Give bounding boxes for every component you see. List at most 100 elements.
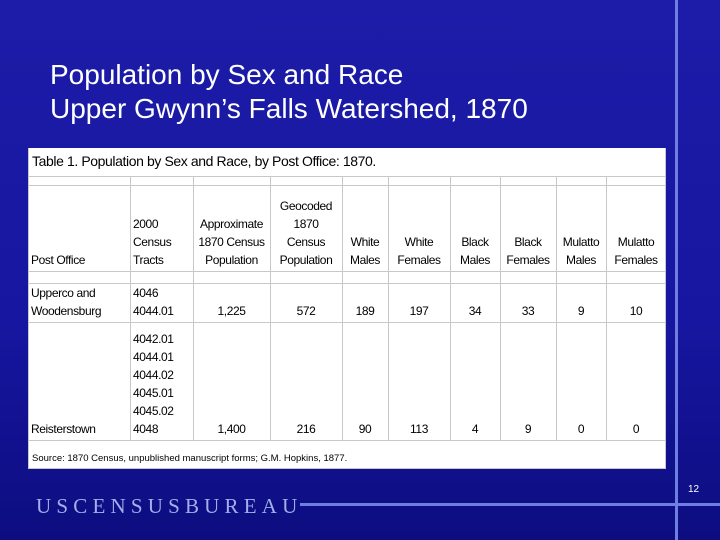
cell-line: 1,400 bbox=[217, 422, 246, 436]
grid-line bbox=[270, 176, 271, 440]
cell-line: Census bbox=[286, 235, 326, 249]
table-cell: 4 bbox=[450, 322, 500, 440]
cell-line: 1870 bbox=[293, 217, 319, 231]
cell-line: Woodensburg bbox=[31, 304, 102, 318]
cell-line: Tracts bbox=[133, 253, 164, 267]
footer-logo: USCENSUSBUREAU bbox=[36, 494, 303, 518]
cell-line: 4044.02 bbox=[133, 368, 174, 382]
cell-line: 216 bbox=[296, 422, 316, 436]
grid-line bbox=[193, 176, 194, 440]
grid-line bbox=[28, 322, 666, 323]
table-cell: 34 bbox=[450, 283, 500, 322]
cell-line: Reisterstown bbox=[31, 422, 96, 436]
cell-line: Females bbox=[397, 253, 441, 267]
grid-line bbox=[606, 176, 607, 440]
header-cell: 2000 Census Tracts bbox=[130, 185, 193, 271]
cell-line: 34 bbox=[468, 304, 482, 318]
cell-line: Population bbox=[279, 253, 333, 267]
table-title: Table 1. Population by Sex and Race, by … bbox=[32, 153, 376, 169]
cell-line: 0 bbox=[577, 422, 585, 436]
grid-line bbox=[28, 176, 666, 177]
cell-line: Approximate bbox=[200, 217, 263, 231]
slide-title: Population by Sex and Race Upper Gwynn’s… bbox=[50, 58, 528, 126]
cell-line: 572 bbox=[296, 304, 316, 318]
table-cell: 189 bbox=[342, 283, 388, 322]
cell-line: Males bbox=[565, 253, 596, 267]
cell-line: White bbox=[404, 235, 434, 249]
grid-line bbox=[450, 176, 451, 440]
title-line: Population by Sex and Race bbox=[50, 59, 404, 90]
cell-line: 9 bbox=[577, 304, 585, 318]
table-cell: 90 bbox=[342, 322, 388, 440]
cell-line: Upperco and bbox=[31, 286, 96, 300]
cell-line: Population bbox=[205, 253, 258, 267]
cell-line: Males bbox=[349, 253, 380, 267]
cell-line: 1870 Census bbox=[198, 235, 265, 249]
cell-line: Females bbox=[506, 253, 550, 267]
grid-line bbox=[388, 176, 389, 440]
decor-line bbox=[300, 503, 720, 506]
cell-line: Post Office bbox=[31, 253, 86, 267]
cell-line: 0 bbox=[632, 422, 640, 436]
header-cell: Mulatto Males bbox=[556, 185, 606, 271]
header-cell: Geocoded 1870 Census Population bbox=[270, 185, 342, 271]
header-cell: Post Office bbox=[28, 185, 130, 271]
cell-line: Black bbox=[514, 235, 542, 249]
cell-line: 1,225 bbox=[217, 304, 246, 318]
grid-line bbox=[342, 176, 343, 440]
table-cell: Reisterstown bbox=[28, 322, 130, 440]
header-cell: Black Females bbox=[500, 185, 556, 271]
table-cell: 10 bbox=[606, 283, 666, 322]
cell-line: 2000 bbox=[133, 217, 159, 231]
table-cell: 1,400 bbox=[193, 322, 270, 440]
grid-line bbox=[500, 176, 501, 440]
table-cell: 9 bbox=[500, 322, 556, 440]
cell-line: 197 bbox=[409, 304, 429, 318]
table-cell: 0 bbox=[556, 322, 606, 440]
cell-line: 4045.01 bbox=[133, 386, 174, 400]
cell-line: 4044.01 bbox=[133, 304, 174, 318]
table: Table 1. Population by Sex and Race, by … bbox=[28, 148, 666, 469]
header-cell: White Males bbox=[342, 185, 388, 271]
table-cell: 1,225 bbox=[193, 283, 270, 322]
cell-line: 4042.01 bbox=[133, 332, 174, 346]
grid-line bbox=[28, 283, 666, 284]
grid-line bbox=[665, 148, 666, 468]
table-cell: 113 bbox=[388, 322, 450, 440]
cell-line: Mulatto bbox=[562, 235, 600, 249]
grid-line bbox=[28, 440, 666, 441]
table-cell: Upperco and Woodensburg bbox=[28, 283, 130, 322]
table-cell: 197 bbox=[388, 283, 450, 322]
table-cell: 0 bbox=[606, 322, 666, 440]
table-cell: 9 bbox=[556, 283, 606, 322]
header-cell: Mulatto Females bbox=[606, 185, 666, 271]
cell-line: Geocoded bbox=[279, 199, 333, 213]
cell-line: White bbox=[350, 235, 380, 249]
grid-line bbox=[28, 148, 29, 468]
table-cell: 572 bbox=[270, 283, 342, 322]
table-source: Source: 1870 Census, unpublished manuscr… bbox=[32, 453, 348, 464]
cell-line: Black bbox=[461, 235, 489, 249]
table-cell: 4042.01 4044.01 4044.02 4045.01 4045.02 4048 bbox=[130, 322, 193, 440]
header-cell: Black Males bbox=[450, 185, 500, 271]
title-line: Upper Gwynn’s Falls Watershed, 1870 bbox=[50, 93, 528, 124]
grid-line bbox=[556, 176, 557, 440]
cell-line: Mulatto bbox=[617, 235, 655, 249]
grid-line bbox=[130, 176, 131, 440]
cell-line: 189 bbox=[355, 304, 375, 318]
cell-line: 4048 bbox=[133, 422, 159, 436]
cell-line: 4 bbox=[471, 422, 479, 436]
cell-line: 33 bbox=[521, 304, 535, 318]
header-cell: Approximate 1870 Census Population bbox=[193, 185, 270, 271]
cell-line: 9 bbox=[524, 422, 532, 436]
cell-line: 4046 bbox=[133, 286, 159, 300]
cell-line: 90 bbox=[358, 422, 372, 436]
table-cell: 4046 4044.01 bbox=[130, 283, 193, 322]
cell-line: 10 bbox=[629, 304, 643, 318]
cell-line: 113 bbox=[410, 422, 428, 436]
header-cell: White Females bbox=[388, 185, 450, 271]
grid-line bbox=[28, 271, 666, 272]
grid-line bbox=[28, 468, 666, 469]
page-number: 12 bbox=[688, 484, 700, 495]
